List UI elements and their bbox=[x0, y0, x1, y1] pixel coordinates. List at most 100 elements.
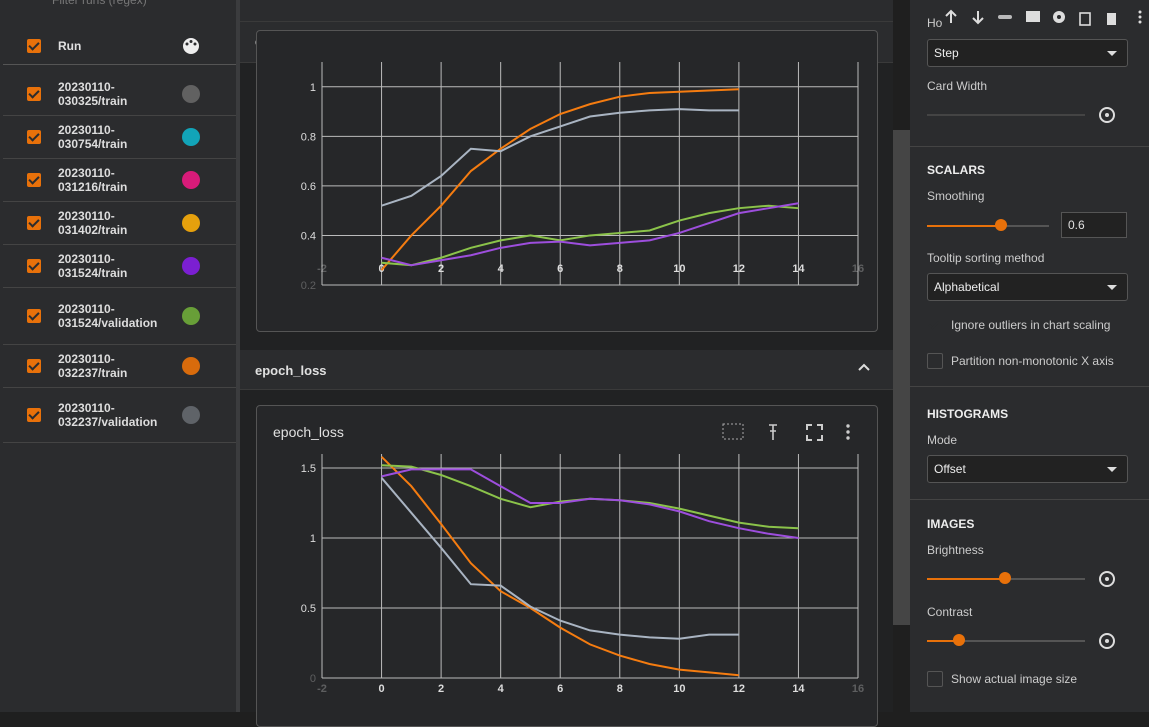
x-tick-label: 6 bbox=[557, 263, 563, 275]
scrollbar[interactable] bbox=[893, 130, 910, 625]
run-row[interactable]: 20230110-032237/train bbox=[3, 344, 236, 388]
slider[interactable] bbox=[927, 219, 1049, 231]
series-line bbox=[381, 204, 799, 267]
x-tick-label: 6 bbox=[557, 683, 563, 695]
toolbar bbox=[240, 0, 893, 22]
x-tick-label: 4 bbox=[498, 263, 505, 275]
x-tick-label: 12 bbox=[733, 683, 745, 695]
filter-runs[interactable]: Filter runs (regex) bbox=[52, 0, 147, 7]
reset-icon[interactable] bbox=[1097, 631, 1117, 651]
y-tick-label: 1 bbox=[310, 533, 316, 545]
card-title: epoch_loss bbox=[273, 424, 344, 440]
x-tick-label: 12 bbox=[733, 263, 745, 275]
y-tick-label: 0.5 bbox=[301, 603, 316, 615]
run-row[interactable]: 20230110-030754/train bbox=[3, 115, 236, 159]
x-tick-label: 14 bbox=[792, 263, 805, 275]
x-tick-label: 16 bbox=[852, 683, 864, 695]
run-color[interactable] bbox=[182, 306, 200, 325]
run-color[interactable] bbox=[182, 170, 200, 189]
divider bbox=[236, 0, 240, 712]
y-tick-label: 0.8 bbox=[301, 131, 316, 143]
checkbox[interactable] bbox=[27, 129, 41, 144]
run-color[interactable] bbox=[182, 256, 200, 275]
run-color[interactable] bbox=[182, 84, 200, 103]
run-color[interactable] bbox=[182, 356, 200, 375]
run-color[interactable] bbox=[182, 405, 200, 424]
run-name: 20230110-030754/train bbox=[58, 122, 128, 151]
reset-icon[interactable] bbox=[1097, 105, 1117, 125]
x-tick-label: 14 bbox=[792, 683, 805, 695]
run-name: 20230110-031524/validation bbox=[58, 301, 158, 330]
x-tick-label: 8 bbox=[617, 263, 623, 275]
slider[interactable] bbox=[927, 572, 1085, 584]
select[interactable]: Alphabetical bbox=[927, 273, 1128, 301]
plot-area bbox=[322, 62, 858, 285]
select[interactable]: Step bbox=[927, 39, 1128, 67]
chart-card: epoch_loss 0 0.5 1 1.5 -2 0 2 4 6 8 10 12 14 16 bbox=[256, 405, 878, 727]
x-tick-label: 16 bbox=[852, 263, 864, 275]
label: Mode bbox=[927, 433, 958, 447]
x-tick-label: 2 bbox=[438, 683, 444, 695]
series-line bbox=[380, 88, 739, 271]
main-panel: Filter tags (regex) epoch_acc 0.20.40.60… bbox=[240, 0, 893, 727]
run-row[interactable]: 20230110-031524/train bbox=[3, 244, 236, 288]
x-tick-label: 0 bbox=[378, 683, 384, 695]
top-icons: Ho bbox=[910, 0, 1149, 34]
section-title: SCALARS bbox=[927, 163, 986, 177]
icon-bar[interactable] bbox=[942, 8, 1147, 28]
checkbox[interactable] bbox=[927, 353, 943, 369]
run-row[interactable]: 20230110-030325/train bbox=[3, 72, 236, 116]
collapse-icon[interactable] bbox=[857, 360, 871, 374]
x-tick-label: 10 bbox=[673, 263, 685, 275]
separator bbox=[910, 146, 1149, 147]
chart: 00.511.5-2 0 2 4 6 8 10 12 14 16 bbox=[301, 454, 864, 695]
checkbox[interactable] bbox=[27, 407, 41, 422]
checkbox[interactable] bbox=[27, 39, 41, 53]
slider[interactable] bbox=[927, 114, 1085, 116]
separator bbox=[910, 499, 1149, 500]
y-tick-label: 1.5 bbox=[301, 463, 316, 475]
run-row[interactable]: 20230110-031524/validation bbox=[3, 287, 236, 345]
run-row[interactable]: 20230110-032237/validation bbox=[3, 387, 236, 443]
y-tick-label: 1 bbox=[310, 82, 316, 94]
reset-icon[interactable] bbox=[1097, 569, 1117, 589]
y-tick-label: 0 bbox=[310, 673, 316, 685]
run-name: 20230110-032237/validation bbox=[58, 400, 158, 429]
section-header[interactable]: epoch_loss bbox=[240, 350, 893, 390]
plot-area bbox=[322, 454, 858, 678]
checkbox[interactable] bbox=[27, 258, 41, 273]
page: Filter runs (regex) Run 20230110-030325/… bbox=[0, 0, 1149, 712]
run-row[interactable]: 20230110-031402/train bbox=[3, 201, 236, 245]
palette-icon[interactable] bbox=[181, 37, 201, 55]
label: Ho bbox=[927, 16, 943, 30]
checkbox[interactable] bbox=[927, 671, 943, 687]
checkbox[interactable] bbox=[27, 358, 41, 373]
run-name: 20230110-031402/train bbox=[58, 208, 128, 237]
series-line bbox=[381, 108, 739, 207]
x-tick-label: 8 bbox=[617, 683, 623, 695]
series-line bbox=[381, 202, 799, 267]
run-name: 20230110-030325/train bbox=[58, 79, 128, 108]
slider[interactable] bbox=[927, 634, 1085, 646]
settings-panel: Ho Step Card Width SCALARS Smoothing 0.6… bbox=[910, 0, 1149, 712]
checkbox[interactable] bbox=[27, 308, 41, 323]
y-tick-label: 0.2 bbox=[301, 280, 316, 292]
run-row[interactable]: 20230110-031216/train bbox=[3, 158, 236, 202]
checkbox[interactable] bbox=[27, 172, 41, 187]
run-name: 20230110-032237/train bbox=[58, 351, 128, 380]
label: Contrast bbox=[927, 605, 973, 619]
select[interactable]: Offset bbox=[927, 455, 1128, 483]
runs-panel: Filter runs (regex) Run 20230110-030325/… bbox=[0, 0, 236, 712]
y-tick-label: 0.4 bbox=[301, 230, 316, 242]
card-toolbar[interactable] bbox=[721, 422, 861, 442]
checkbox[interactable] bbox=[27, 86, 41, 101]
label: Smoothing bbox=[927, 189, 985, 203]
label: Show actual image size bbox=[951, 672, 1078, 686]
smoothing-input[interactable]: 0.6 bbox=[1061, 212, 1127, 238]
run-color[interactable] bbox=[182, 213, 200, 232]
label: Card Width bbox=[927, 79, 988, 93]
checkbox[interactable] bbox=[27, 215, 41, 230]
label: Brightness bbox=[927, 543, 984, 557]
run-color[interactable] bbox=[182, 127, 200, 146]
section-title: HISTOGRAMS bbox=[927, 407, 1009, 421]
